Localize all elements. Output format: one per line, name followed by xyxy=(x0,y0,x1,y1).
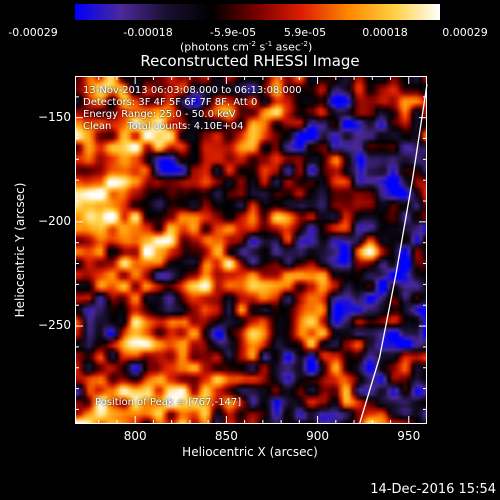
colorbar-tick-label: 0.00018 xyxy=(362,26,408,39)
colorbar-tick-label: 5.9e-05 xyxy=(283,26,327,39)
colorbar-tick-label: 0.00029 xyxy=(442,26,488,39)
colorbar xyxy=(75,4,440,20)
annotation-time-range: 13-Nov-2013 06:03:08.000 to 06:13:08.000 xyxy=(83,85,302,96)
colorbar-tick-label: -5.9e-05 xyxy=(209,26,257,39)
y-tick-label: −150 xyxy=(38,109,71,124)
x-axis-title: Heliocentric X (arcsec) xyxy=(182,445,318,459)
colorbar-tick-label: -0.00018 xyxy=(123,26,173,39)
plot-frame xyxy=(75,76,427,424)
x-tick-label: 800 xyxy=(123,429,147,443)
plot-overlay xyxy=(75,76,428,425)
heatmap-image xyxy=(75,76,427,424)
annotation-peak-position: Position of Peak = [767,-147] xyxy=(95,397,242,408)
y-tick-label: −250 xyxy=(38,318,71,333)
solar-limb-curve xyxy=(358,84,428,425)
x-tick-label: 900 xyxy=(306,429,330,443)
annotation-clean-counts: Clean Total counts: 4.10E+04 xyxy=(83,121,244,132)
footer-timestamp: 14-Dec-2016 15:54 xyxy=(370,482,496,497)
colorbar-gradient xyxy=(75,4,440,20)
annotation-detectors: Detectors: 3F 4F 5F 6F 7F 8F, Att 0 xyxy=(83,97,258,108)
plot-area: 13-Nov-2013 06:03:08.000 to 06:13:08.000… xyxy=(75,76,428,425)
annotation-energy-range: Energy Range: 25.0 - 50.0 keV xyxy=(83,109,236,120)
y-tick-label: −200 xyxy=(38,213,71,228)
chart-title: Reconstructed RHESSI Image xyxy=(140,52,360,70)
x-tick-label: 950 xyxy=(397,429,421,443)
x-tick-label: 850 xyxy=(214,429,238,443)
colorbar-units: (photons cm-2 s-1 asec-2) xyxy=(180,40,313,54)
y-axis-title: Heliocentric Y (arcsec) xyxy=(13,182,27,318)
colorbar-tick-label: -0.00029 xyxy=(8,26,58,39)
